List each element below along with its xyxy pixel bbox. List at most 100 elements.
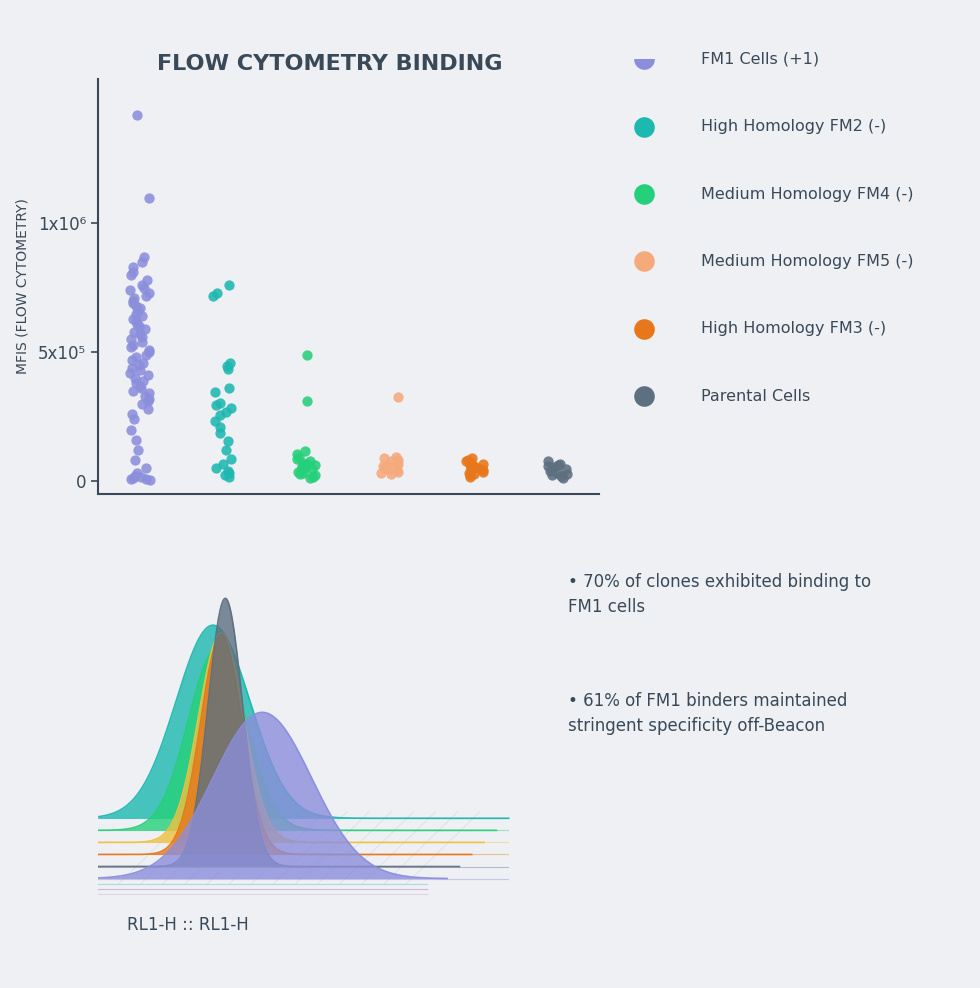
Point (223, 452, 239, 467)
Point (545, 467, 561, 483)
Text: High Homology FM3 (-): High Homology FM3 (-) (701, 321, 886, 336)
Text: High Homology FM2 (-): High Homology FM2 (-) (701, 120, 886, 134)
Point (218, 404, 233, 420)
Point (127, 468, 143, 484)
Point (295, 454, 311, 470)
Point (543, 463, 559, 479)
Point (127, 453, 143, 468)
Point (220, 469, 236, 485)
Point (135, 372, 151, 388)
Point (141, 390, 157, 406)
Point (134, 278, 150, 293)
Point (127, 313, 143, 329)
Point (128, 432, 144, 448)
Point (136, 249, 152, 265)
Text: Medium Homology FM4 (-): Medium Homology FM4 (-) (701, 187, 913, 202)
Point (220, 380, 236, 396)
Point (463, 454, 478, 470)
Point (132, 363, 148, 378)
Point (123, 406, 139, 422)
Point (124, 470, 140, 486)
Point (137, 388, 153, 404)
Point (207, 413, 222, 429)
Point (124, 311, 140, 327)
Point (134, 308, 150, 324)
Point (558, 460, 573, 476)
Point (210, 286, 225, 301)
Point (125, 265, 141, 281)
Text: Medium Homology FM5 (-): Medium Homology FM5 (-) (701, 254, 913, 269)
Point (212, 407, 227, 423)
Point (389, 449, 405, 464)
Point (307, 457, 322, 473)
Point (132, 377, 148, 393)
Point (132, 469, 148, 485)
Point (372, 465, 388, 481)
Point (128, 350, 144, 366)
Point (122, 283, 138, 298)
Point (138, 288, 154, 303)
Point (302, 453, 318, 469)
Point (131, 318, 147, 334)
Point (124, 360, 140, 375)
Point (381, 461, 397, 477)
Point (133, 380, 149, 396)
Point (289, 447, 305, 462)
Point (545, 462, 561, 478)
Point (220, 463, 235, 479)
Text: RL1-H :: RL1-H: RL1-H :: RL1-H (127, 916, 249, 934)
Point (215, 456, 230, 472)
Point (294, 462, 310, 478)
Point (123, 471, 139, 487)
Point (292, 466, 308, 482)
Point (217, 467, 232, 483)
Point (553, 468, 568, 484)
Point (138, 460, 154, 476)
Point (390, 463, 406, 479)
Point (308, 467, 323, 483)
Point (220, 278, 236, 293)
Point (475, 462, 491, 478)
Point (290, 452, 306, 467)
Point (125, 383, 141, 399)
Point (125, 292, 141, 308)
Point (295, 465, 311, 481)
Point (123, 267, 139, 283)
Text: FLOW CYTOMETRY BINDING: FLOW CYTOMETRY BINDING (157, 54, 503, 74)
Point (305, 469, 320, 485)
Point (377, 459, 393, 475)
Text: • 61% of FM1 binders maintained
stringent specificity off-Beacon: • 61% of FM1 binders maintained stringen… (568, 692, 848, 735)
Point (135, 355, 151, 370)
Point (220, 434, 236, 450)
Point (123, 352, 139, 368)
Point (125, 324, 141, 340)
Point (299, 455, 315, 471)
Point (125, 411, 141, 427)
Point (141, 190, 157, 206)
Point (459, 453, 474, 469)
Point (552, 455, 567, 471)
Point (134, 334, 150, 350)
Point (127, 370, 143, 386)
Point (208, 460, 223, 476)
Point (291, 449, 307, 464)
Point (465, 451, 480, 466)
Point (379, 457, 395, 473)
Point (134, 396, 150, 412)
Point (300, 393, 316, 409)
Point (139, 272, 155, 288)
Point (138, 347, 154, 363)
Point (475, 463, 491, 479)
Point (220, 361, 236, 376)
Point (294, 458, 310, 474)
Point (462, 465, 477, 481)
Text: Parental Cells: Parental Cells (701, 388, 809, 404)
Point (206, 288, 221, 303)
Point (220, 359, 235, 374)
Point (464, 461, 479, 477)
Point (466, 458, 482, 474)
Point (125, 259, 141, 275)
Point (383, 453, 399, 469)
Point (219, 443, 234, 458)
Point (390, 455, 406, 471)
